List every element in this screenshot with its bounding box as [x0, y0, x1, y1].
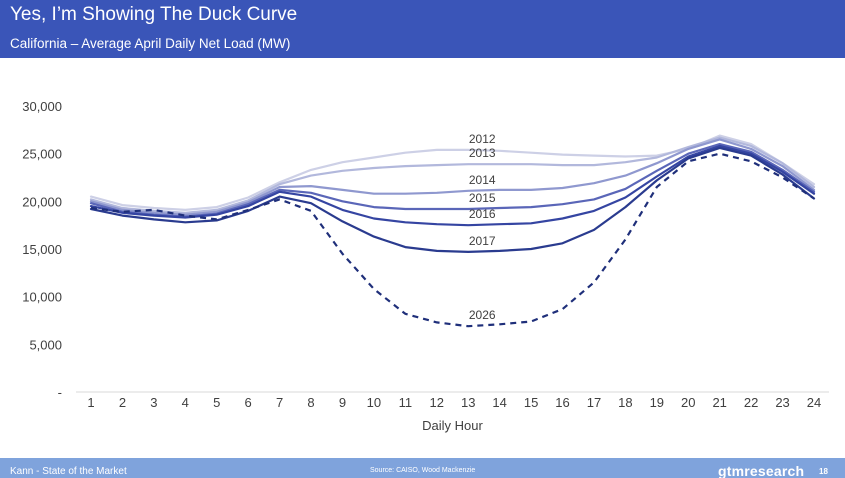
y-tick-label: 5,000 — [29, 337, 62, 352]
x-axis-title: Daily Hour — [422, 418, 483, 433]
series-line-2015 — [89, 142, 816, 218]
x-tick-label: 6 — [245, 395, 252, 410]
slide-footer: Kann - State of the Market Source: CAISO… — [0, 458, 845, 478]
x-tick-label: 1 — [87, 395, 94, 410]
series-label-2015: 2015 — [469, 191, 496, 205]
series-line-2017 — [89, 146, 816, 253]
x-tick-label: 17 — [587, 395, 601, 410]
x-tick-label: 9 — [339, 395, 346, 410]
series-line-2013 — [89, 136, 816, 214]
x-tick-label: 18 — [618, 395, 632, 410]
series-line-2016 — [89, 144, 816, 227]
slide-header: Yes, I’m Showing The Duck Curve Californ… — [0, 0, 845, 58]
x-tick-label: 24 — [807, 395, 821, 410]
x-tick-label: 15 — [524, 395, 538, 410]
y-tick-label: 30,000 — [22, 99, 62, 114]
y-tick-label: 20,000 — [22, 194, 62, 209]
slide-title: Yes, I’m Showing The Duck Curve — [10, 4, 298, 25]
x-tick-label: 8 — [307, 395, 314, 410]
x-tick-label: 23 — [775, 395, 789, 410]
slide-subtitle: California – Average April Daily Net Loa… — [10, 36, 291, 51]
series-label-2014: 2014 — [469, 173, 496, 187]
x-tick-label: 22 — [744, 395, 758, 410]
brand-logo: gtmresearch — [718, 463, 805, 478]
y-tick-label: 10,000 — [22, 290, 62, 305]
x-tick-label: 11 — [399, 395, 413, 410]
x-tick-label: 14 — [492, 395, 506, 410]
y-axis-ticks: - 5,000 10,000 15,000 20,000 25,000 30,000 — [22, 99, 62, 400]
y-tick-label: 15,000 — [22, 242, 62, 257]
series-line-2026 — [90, 152, 815, 328]
x-tick-label: 2 — [119, 395, 126, 410]
series-label-2012: 2012 — [469, 132, 496, 146]
series-line-2012 — [89, 134, 816, 211]
x-tick-label: 3 — [150, 395, 157, 410]
x-axis-ticks: 1 2 3 4 5 6 7 8 9 10 11 12 13 14 15 16 17 18 19 20 21 22 23 24 — [87, 395, 821, 410]
x-tick-label: 19 — [650, 395, 664, 410]
x-tick-label: 4 — [182, 395, 189, 410]
x-tick-label: 12 — [430, 395, 444, 410]
y-tick-label: - — [58, 385, 62, 400]
x-tick-label: 7 — [276, 395, 283, 410]
series-lines — [89, 134, 816, 328]
series-label-2017: 2017 — [469, 234, 496, 248]
x-tick-label: 5 — [213, 395, 220, 410]
x-tick-label: 21 — [712, 395, 726, 410]
x-tick-label: 13 — [461, 395, 475, 410]
x-tick-label: 20 — [681, 395, 695, 410]
x-tick-label: 10 — [367, 395, 381, 410]
footer-presenter: Kann - State of the Market — [10, 466, 127, 477]
series-label-2013: 2013 — [469, 146, 496, 160]
series-label-2026: 2026 — [469, 308, 496, 322]
page-number: 18 — [819, 467, 828, 476]
footer-source: Source: CAISO, Wood Mackenzie — [370, 467, 476, 474]
x-tick-label: 16 — [555, 395, 569, 410]
y-tick-label: 25,000 — [22, 147, 62, 162]
series-line-2014 — [89, 138, 816, 216]
series-label-2016: 2016 — [469, 207, 496, 221]
